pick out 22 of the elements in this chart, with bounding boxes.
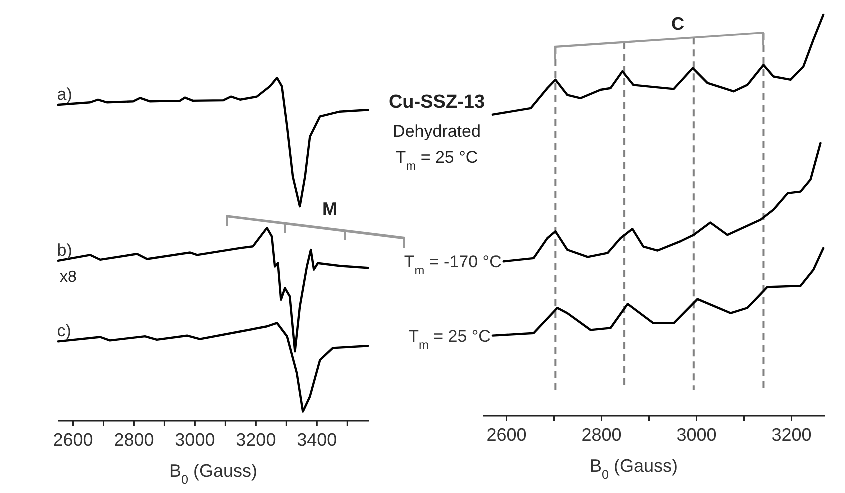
x-tick-label: 3000	[175, 430, 216, 450]
x-axis-title: B$_{0}$ (Gauss)	[169, 461, 258, 487]
x-tick-label: 3200	[772, 425, 812, 445]
series-label: b)	[57, 240, 72, 260]
series-label: a)	[57, 85, 72, 104]
series-label: T$_{m}$ = -170 °C	[404, 252, 502, 278]
x-axis-title: B$_{0}$ (Gauss)	[590, 456, 678, 482]
annotation: C	[672, 14, 684, 34]
annotation: M	[322, 199, 338, 219]
series-label: c)	[57, 322, 72, 341]
annotation: Cu-SSZ-13	[388, 92, 486, 113]
x-tick-label: 3400	[297, 430, 338, 450]
x-tick-label: 2600	[486, 425, 527, 445]
x-tick-label: 3000	[676, 425, 717, 445]
x-tick-label: 2800	[582, 425, 622, 445]
text: T$_{m}$ = 25 °C	[396, 148, 478, 173]
x-tick-label: 2800	[114, 430, 154, 450]
annotation: x8	[60, 269, 77, 286]
x-tick-label: 2600	[53, 430, 94, 450]
series-label: T$_{m}$ = 25 °C	[408, 326, 491, 352]
text: Dehydrated	[393, 122, 481, 141]
x-tick-label: 3200	[236, 430, 276, 450]
